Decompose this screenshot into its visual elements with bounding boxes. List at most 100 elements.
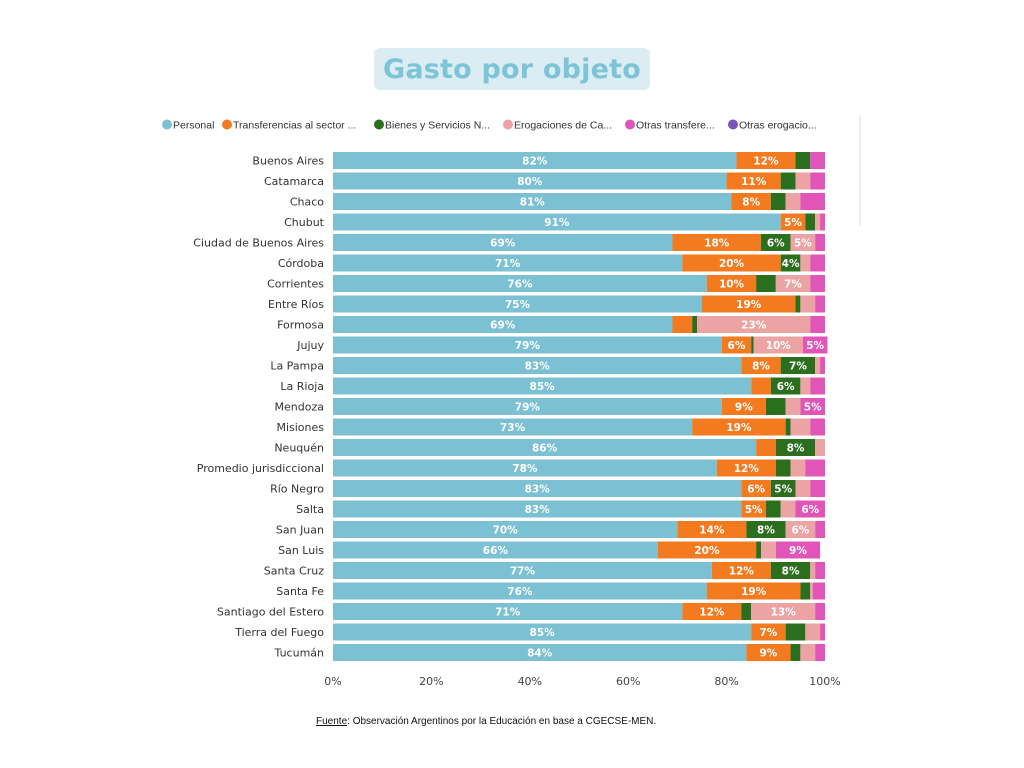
bar-tierra-del-fuego-otras-transferencias[interactable] — [820, 623, 825, 641]
bar-san-juan-transferencias-al-sector-privado[interactable] — [677, 521, 747, 538]
bar-san-luis-bienes-y-servicios-no-personales[interactable] — [756, 541, 762, 559]
bar-la-rioja-otras-transferencias[interactable] — [810, 377, 825, 395]
bar-chubut-personal[interactable] — [333, 213, 781, 231]
bar-jujuy-personal[interactable] — [333, 336, 722, 354]
bar-santiago-del-estero-transferencias-al-sector-privado[interactable] — [682, 603, 742, 620]
bar-la-pampa-personal[interactable] — [333, 357, 742, 374]
bar-catamarca-erogaciones-de-capital[interactable] — [795, 172, 811, 190]
bar-neuquen-personal[interactable] — [333, 439, 757, 456]
bar-entre-rios-bienes-y-servicios-no-personales[interactable] — [795, 295, 801, 313]
bar-buenos-aires-transferencias-al-sector-privado[interactable] — [736, 152, 796, 169]
bar-rio-negro-bienes-y-servicios-no-personales[interactable] — [770, 480, 796, 497]
bar-san-juan-personal[interactable] — [333, 521, 678, 538]
bar-promedio-jurisdiccional-bienes-y-servicios-no-personales[interactable] — [775, 459, 791, 477]
bar-chaco-erogaciones-de-capital[interactable] — [785, 193, 801, 210]
bar-santa-cruz-otras-transferencias[interactable] — [815, 562, 825, 579]
bar-san-luis-otras-transferencias[interactable] — [775, 541, 821, 559]
bar-ciudad-de-buenos-aires-otras-transferencias[interactable] — [815, 234, 825, 251]
bar-catamarca-otras-transferencias[interactable] — [810, 172, 825, 190]
bar-tucuman-transferencias-al-sector-privado[interactable] — [746, 644, 791, 661]
bar-promedio-jurisdiccional-personal[interactable] — [333, 459, 717, 477]
bar-la-pampa-transferencias-al-sector-privado[interactable] — [741, 357, 781, 374]
bar-salta-otras-transferencias[interactable] — [795, 500, 825, 518]
bar-rio-negro-erogaciones-de-capital[interactable] — [795, 480, 811, 497]
bar-corrientes-transferencias-al-sector-privado[interactable] — [706, 275, 757, 292]
bar-san-juan-erogaciones-de-capital[interactable] — [785, 521, 816, 538]
bar-santiago-del-estero-personal[interactable] — [333, 603, 683, 620]
bar-formosa-transferencias-al-sector-privado[interactable] — [672, 316, 693, 333]
bar-san-luis-erogaciones-de-capital[interactable] — [761, 541, 776, 559]
bar-corrientes-otras-transferencias[interactable] — [810, 275, 825, 292]
bar-cordoba-otras-transferencias[interactable] — [810, 254, 825, 272]
bar-san-juan-otras-transferencias[interactable] — [815, 521, 825, 538]
bar-entre-rios-erogaciones-de-capital[interactable] — [800, 295, 816, 313]
bar-entre-rios-personal[interactable] — [333, 295, 702, 313]
bar-tierra-del-fuego-personal[interactable] — [333, 623, 752, 641]
bar-entre-rios-transferencias-al-sector-privado[interactable] — [702, 295, 796, 313]
bar-ciudad-de-buenos-aires-transferencias-al-sector-privado[interactable] — [672, 234, 762, 251]
bar-catamarca-transferencias-al-sector-privado[interactable] — [726, 172, 781, 190]
bar-la-rioja-transferencias-al-sector-privado[interactable] — [751, 377, 771, 395]
bar-jujuy-bienes-y-servicios-no-personales[interactable] — [751, 336, 754, 354]
bar-ciudad-de-buenos-aires-personal[interactable] — [333, 234, 673, 251]
bar-santa-cruz-erogaciones-de-capital[interactable] — [810, 562, 816, 579]
bar-misiones-otras-transferencias[interactable] — [810, 418, 825, 436]
bar-mendoza-bienes-y-servicios-no-personales[interactable] — [765, 398, 786, 415]
bar-cordoba-transferencias-al-sector-privado[interactable] — [682, 254, 781, 272]
bar-ciudad-de-buenos-aires-bienes-y-servicios-no-personales[interactable] — [761, 234, 791, 251]
bar-formosa-bienes-y-servicios-no-personales[interactable] — [692, 316, 698, 333]
bar-santiago-del-estero-otras-transferencias[interactable] — [815, 603, 825, 620]
bar-jujuy-transferencias-al-sector-privado[interactable] — [721, 336, 752, 354]
bar-misiones-transferencias-al-sector-privado[interactable] — [692, 418, 786, 436]
bar-promedio-jurisdiccional-transferencias-al-sector-privado[interactable] — [716, 459, 776, 477]
bar-salta-transferencias-al-sector-privado[interactable] — [741, 500, 766, 518]
bar-san-luis-personal[interactable] — [333, 541, 658, 559]
bar-salta-personal[interactable] — [333, 500, 742, 518]
bar-cordoba-bienes-y-servicios-no-personales[interactable] — [780, 254, 801, 272]
bar-cordoba-erogaciones-de-capital[interactable] — [800, 254, 811, 272]
bar-santa-cruz-bienes-y-servicios-no-personales[interactable] — [770, 562, 811, 579]
bar-santa-cruz-transferencias-al-sector-privado[interactable] — [711, 562, 771, 579]
bar-entre-rios-otras-transferencias[interactable] — [815, 295, 825, 313]
bar-mendoza-personal[interactable] — [333, 398, 722, 415]
bar-misiones-bienes-y-servicios-no-personales[interactable] — [785, 418, 791, 436]
bar-tucuman-bienes-y-servicios-no-personales[interactable] — [790, 644, 801, 661]
bar-santa-fe-transferencias-al-sector-privado[interactable] — [706, 582, 801, 600]
bar-catamarca-bienes-y-servicios-no-personales[interactable] — [780, 172, 796, 190]
bar-formosa-otras-transferencias[interactable] — [810, 316, 825, 333]
bar-buenos-aires-bienes-y-servicios-no-personales[interactable] — [795, 152, 811, 169]
bar-la-pampa-bienes-y-servicios-no-personales[interactable] — [780, 357, 816, 374]
bar-chubut-bienes-y-servicios-no-personales[interactable] — [805, 213, 816, 231]
bar-misiones-erogaciones-de-capital[interactable] — [790, 418, 811, 436]
bar-chubut-erogaciones-de-capital[interactable] — [815, 213, 821, 231]
bar-chubut-transferencias-al-sector-privado[interactable] — [780, 213, 806, 231]
bar-santa-fe-otras-transferencias[interactable] — [812, 582, 825, 600]
bar-mendoza-otras-transferencias[interactable] — [800, 398, 825, 415]
bar-santa-fe-personal[interactable] — [333, 582, 707, 600]
bar-la-rioja-bienes-y-servicios-no-personales[interactable] — [770, 377, 801, 395]
bar-ciudad-de-buenos-aires-erogaciones-de-capital[interactable] — [790, 234, 816, 251]
bar-formosa-erogaciones-de-capital[interactable] — [697, 316, 811, 333]
bar-santa-fe-erogaciones-de-capital[interactable] — [810, 582, 813, 600]
bar-catamarca-personal[interactable] — [333, 172, 727, 190]
bar-cordoba-personal[interactable] — [333, 254, 683, 272]
bar-chubut-otras-transferencias[interactable] — [820, 213, 825, 231]
bar-la-pampa-otras-transferencias[interactable] — [820, 357, 825, 374]
bar-mendoza-transferencias-al-sector-privado[interactable] — [721, 398, 766, 415]
bar-santiago-del-estero-erogaciones-de-capital[interactable] — [751, 603, 816, 620]
bar-corrientes-erogaciones-de-capital[interactable] — [775, 275, 811, 292]
bar-salta-erogaciones-de-capital[interactable] — [780, 500, 796, 518]
bar-chaco-transferencias-al-sector-privado[interactable] — [731, 193, 771, 210]
bar-formosa-personal[interactable] — [333, 316, 673, 333]
bar-promedio-jurisdiccional-erogaciones-de-capital[interactable] — [790, 459, 806, 477]
bar-la-rioja-erogaciones-de-capital[interactable] — [800, 377, 811, 395]
bar-san-juan-bienes-y-servicios-no-personales[interactable] — [746, 521, 786, 538]
bar-tucuman-personal[interactable] — [333, 644, 747, 661]
bar-santa-cruz-personal[interactable] — [333, 562, 712, 579]
bar-chaco-bienes-y-servicios-no-personales[interactable] — [770, 193, 786, 210]
bar-neuquen-transferencias-al-sector-privado[interactable] — [756, 439, 776, 456]
bar-chaco-otras-transferencias[interactable] — [800, 193, 825, 210]
bar-salta-bienes-y-servicios-no-personales[interactable] — [765, 500, 781, 518]
bar-buenos-aires-otras-transferencias[interactable] — [810, 152, 825, 169]
bar-jujuy-erogaciones-de-capital[interactable] — [753, 336, 803, 354]
